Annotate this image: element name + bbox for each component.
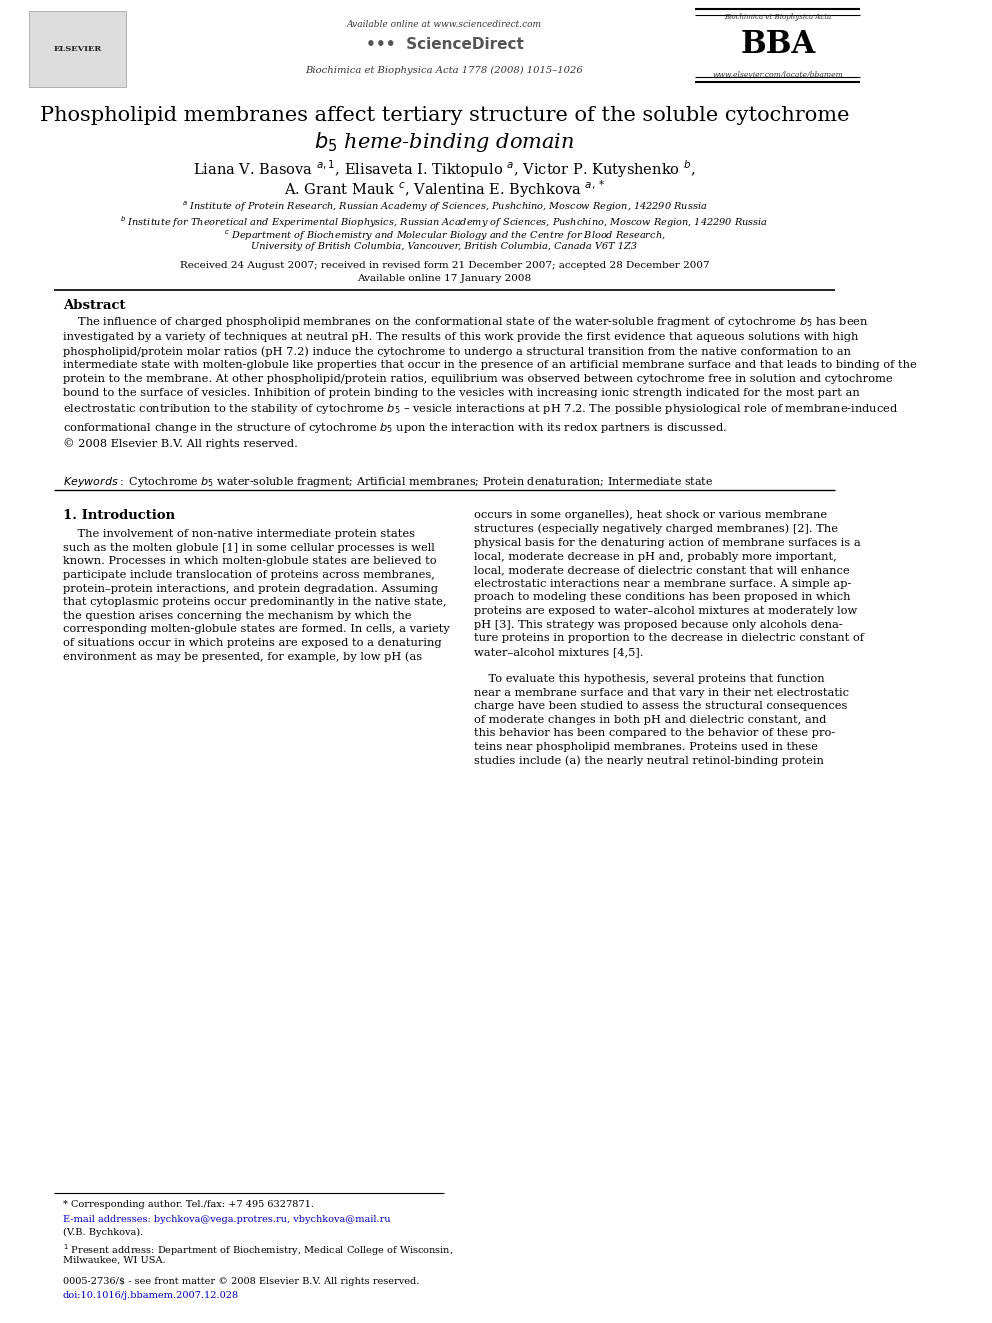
Text: $^{c}$ Department of Biochemistry and Molecular Biology and the Centre for Blood: $^{c}$ Department of Biochemistry and Mo… <box>223 229 666 243</box>
Text: Received 24 August 2007; received in revised form 21 December 2007; accepted 28 : Received 24 August 2007; received in rev… <box>180 261 709 270</box>
Text: The influence of charged phospholipid membranes on the conformational state of t: The influence of charged phospholipid me… <box>62 315 917 450</box>
Text: occurs in some organelles), heat shock or various membrane
structures (especiall: occurs in some organelles), heat shock o… <box>474 509 864 766</box>
Text: A. Grant Mauk $^{c}$, Valentina E. Bychkova $^{a,*}$: A. Grant Mauk $^{c}$, Valentina E. Bychk… <box>284 179 605 200</box>
Text: $^{a}$ Institute of Protein Research, Russian Academy of Sciences, Pushchino, Mo: $^{a}$ Institute of Protein Research, Ru… <box>182 200 707 214</box>
Text: (V.B. Bychkova).: (V.B. Bychkova). <box>62 1228 143 1237</box>
Text: E-mail addresses: bychkova@vega.protres.ru, vbychkova@mail.ru: E-mail addresses: bychkova@vega.protres.… <box>62 1215 391 1224</box>
Text: BBA: BBA <box>740 29 815 60</box>
Text: •••  ScienceDirect: ••• ScienceDirect <box>365 37 524 52</box>
Text: Available online 17 January 2008: Available online 17 January 2008 <box>357 274 532 283</box>
Text: $^{b}$ Institute for Theoretical and Experimental Biophysics, Russian Academy of: $^{b}$ Institute for Theoretical and Exp… <box>120 214 769 230</box>
Text: University of British Columbia, Vancouver, British Columbia, Canada V6T 1Z3: University of British Columbia, Vancouve… <box>252 242 638 251</box>
Text: doi:10.1016/j.bbamem.2007.12.028: doi:10.1016/j.bbamem.2007.12.028 <box>62 1291 239 1301</box>
Text: Biochimica et Biophysica Acta: Biochimica et Biophysica Acta <box>724 13 831 21</box>
Text: Liana V. Basova $^{a,1}$, Elisaveta I. Tiktopulo $^{a}$, Victor P. Kutyshenko $^: Liana V. Basova $^{a,1}$, Elisaveta I. T… <box>193 159 695 180</box>
Text: Milwaukee, WI USA.: Milwaukee, WI USA. <box>62 1256 166 1265</box>
Text: 1. Introduction: 1. Introduction <box>62 509 175 523</box>
Text: $\it{Keywords:}$ Cytochrome $b_5$ water-soluble fragment; Artificial membranes; : $\it{Keywords:}$ Cytochrome $b_5$ water-… <box>62 475 713 490</box>
Text: * Corresponding author. Tel./fax: +7 495 6327871.: * Corresponding author. Tel./fax: +7 495… <box>62 1200 313 1209</box>
Text: www.elsevier.com/locate/bbamem: www.elsevier.com/locate/bbamem <box>712 71 843 79</box>
Text: 0005-2736/$ - see front matter © 2008 Elsevier B.V. All rights reserved.: 0005-2736/$ - see front matter © 2008 El… <box>62 1277 420 1286</box>
FancyBboxPatch shape <box>29 11 126 87</box>
Text: Abstract: Abstract <box>62 299 125 312</box>
Text: $b_5$ heme-binding domain: $b_5$ heme-binding domain <box>314 130 574 153</box>
Text: Biochimica et Biophysica Acta 1778 (2008) 1015–1026: Biochimica et Biophysica Acta 1778 (2008… <box>306 66 583 75</box>
Text: Available online at www.sciencedirect.com: Available online at www.sciencedirect.co… <box>347 20 542 29</box>
Text: ELSEVIER: ELSEVIER <box>54 45 102 53</box>
Text: $^{1}$ Present address: Department of Biochemistry, Medical College of Wisconsin: $^{1}$ Present address: Department of Bi… <box>62 1242 453 1258</box>
Text: The involvement of non-native intermediate protein states
such as the molten glo: The involvement of non-native intermedia… <box>62 529 449 663</box>
Text: Phospholipid membranes affect tertiary structure of the soluble cytochrome: Phospholipid membranes affect tertiary s… <box>40 106 849 124</box>
